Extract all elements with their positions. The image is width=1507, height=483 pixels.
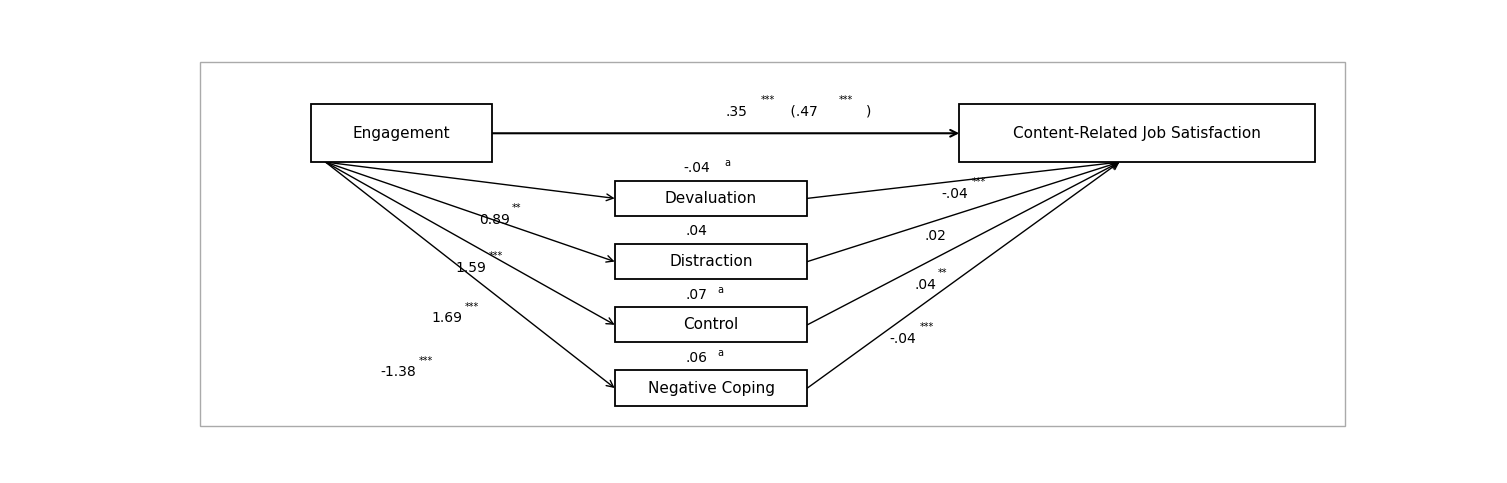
- Text: **: **: [937, 268, 946, 278]
- Text: .07: .07: [686, 287, 707, 301]
- FancyBboxPatch shape: [615, 181, 808, 216]
- Text: Distraction: Distraction: [669, 254, 754, 269]
- Text: .06: .06: [686, 351, 707, 365]
- Text: ***: ***: [488, 251, 503, 261]
- Text: (.47: (.47: [787, 105, 818, 119]
- Text: 1.69: 1.69: [433, 312, 463, 325]
- Text: -.04: -.04: [889, 332, 916, 346]
- Text: ***: ***: [466, 301, 479, 312]
- FancyBboxPatch shape: [615, 370, 808, 406]
- Text: .04: .04: [686, 224, 707, 238]
- Text: Negative Coping: Negative Coping: [648, 381, 775, 396]
- Text: ***: ***: [972, 177, 986, 187]
- Text: Content-Related Job Satisfaction: Content-Related Job Satisfaction: [1013, 126, 1261, 141]
- Text: -.04: -.04: [683, 161, 710, 175]
- Text: **: **: [512, 203, 521, 213]
- FancyBboxPatch shape: [615, 307, 808, 342]
- Text: .35: .35: [726, 105, 747, 119]
- Text: Engagement: Engagement: [353, 126, 451, 141]
- Text: -.04: -.04: [942, 187, 969, 201]
- Text: 1.59: 1.59: [455, 261, 487, 275]
- Text: ): ): [865, 105, 871, 119]
- FancyBboxPatch shape: [615, 244, 808, 279]
- Text: -1.38: -1.38: [380, 365, 416, 379]
- Text: a: a: [725, 158, 731, 169]
- Text: ***: ***: [761, 95, 775, 105]
- Text: Devaluation: Devaluation: [665, 191, 757, 206]
- FancyBboxPatch shape: [960, 104, 1316, 162]
- Text: ***: ***: [419, 355, 433, 366]
- Text: 0.89: 0.89: [479, 213, 509, 227]
- Text: a: a: [717, 285, 723, 295]
- Text: ***: ***: [839, 95, 853, 105]
- Text: .02: .02: [924, 229, 946, 243]
- Text: .04: .04: [915, 278, 937, 292]
- Text: a: a: [717, 348, 723, 358]
- FancyBboxPatch shape: [310, 104, 491, 162]
- Text: Control: Control: [683, 317, 738, 332]
- Text: ***: ***: [919, 322, 934, 332]
